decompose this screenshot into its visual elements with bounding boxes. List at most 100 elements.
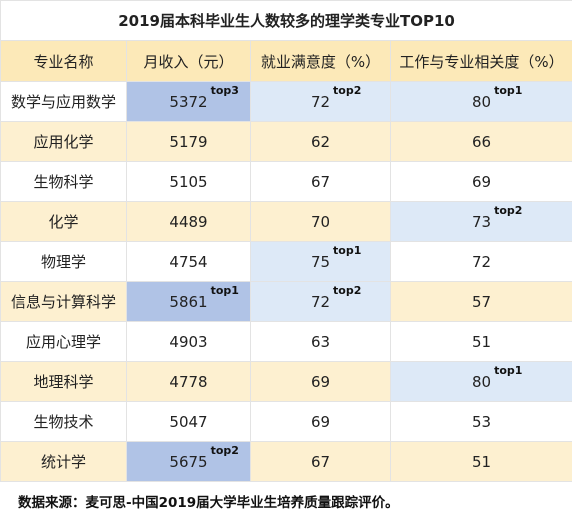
cell-major: 生物科学 — [0, 161, 127, 202]
rank-badge: top2 — [210, 443, 239, 457]
satisfaction-value: 70 — [310, 212, 331, 231]
cell-relevance: 72 — [389, 241, 572, 282]
cell-income: 5372 top3 — [126, 81, 251, 122]
column-header-major: 专业名称 — [0, 40, 127, 82]
cell-income: 5105 — [126, 161, 251, 202]
table-row: 化学 4489 70 73 top2 — [0, 201, 572, 242]
cell-satisfaction: 67 — [250, 441, 391, 482]
satisfaction-value: 72 top2 — [310, 283, 362, 311]
cell-relevance: 80 top1 — [389, 361, 572, 402]
major-value: 数学与应用数学 — [10, 93, 116, 111]
cell-satisfaction: 72 top2 — [250, 81, 391, 122]
cell-relevance: 66 — [389, 121, 572, 162]
cell-relevance: 51 — [389, 321, 572, 362]
cell-satisfaction: 67 — [250, 161, 391, 202]
satisfaction-value: 69 — [310, 372, 331, 391]
relevance-value: 72 — [471, 252, 492, 271]
relevance-value: 80 top1 — [471, 363, 523, 391]
cell-relevance: 69 — [389, 161, 572, 202]
income-value: 5861 top1 — [169, 283, 239, 311]
income-value: 5372 top3 — [169, 83, 239, 111]
income-value: 5047 — [169, 412, 208, 431]
income-value: 5675 top2 — [169, 443, 239, 471]
column-header-satisfaction: 就业满意度（%） — [250, 40, 391, 82]
cell-satisfaction: 62 — [250, 121, 391, 162]
relevance-value: 53 — [471, 412, 492, 431]
table-row: 应用化学 5179 62 66 — [0, 121, 572, 162]
rank-badge: top1 — [494, 363, 523, 377]
rank-badge: top2 — [333, 283, 362, 297]
relevance-value: 51 — [471, 332, 492, 351]
cell-satisfaction: 63 — [250, 321, 391, 362]
cell-satisfaction: 69 — [250, 361, 391, 402]
rank-badge: top1 — [494, 83, 523, 97]
cell-major: 物理学 — [0, 241, 127, 282]
table-title: 2019届本科毕业生人数较多的理学类专业TOP10 — [0, 0, 572, 41]
table-row: 地理科学 4778 69 80 top1 — [0, 361, 572, 402]
table-body: 数学与应用数学 5372 top3 72 top2 80 top1 应用化学 5179 62 66 生… — [0, 81, 572, 482]
income-value: 5105 — [169, 172, 208, 191]
rank-badge: top2 — [333, 83, 362, 97]
cell-major: 生物技术 — [0, 401, 127, 442]
majors-table: 2019届本科毕业生人数较多的理学类专业TOP10 专业名称 月收入（元） 就业… — [0, 0, 572, 482]
table-row: 信息与计算科学 5861 top1 72 top2 57 — [0, 281, 572, 322]
income-value: 4778 — [169, 372, 208, 391]
income-value: 4903 — [169, 332, 208, 351]
table-row: 生物科学 5105 67 69 — [0, 161, 572, 202]
satisfaction-value: 75 top1 — [310, 243, 362, 271]
rank-badge: top3 — [210, 83, 239, 97]
source-note: 数据来源：麦可思-中国2019届大学毕业生培养质量跟踪评价。 — [0, 485, 572, 522]
rank-badge: top2 — [494, 203, 523, 217]
table-row: 统计学 5675 top2 67 51 — [0, 441, 572, 482]
table-row: 数学与应用数学 5372 top3 72 top2 80 top1 — [0, 81, 572, 122]
cell-income: 4489 — [126, 201, 251, 242]
major-value: 应用化学 — [33, 133, 94, 151]
cell-major: 信息与计算科学 — [0, 281, 127, 322]
major-value: 物理学 — [40, 253, 86, 271]
cell-relevance: 57 — [389, 281, 572, 322]
income-value: 4754 — [169, 252, 208, 271]
relevance-value: 57 — [471, 292, 492, 311]
cell-income: 5179 — [126, 121, 251, 162]
cell-satisfaction: 70 — [250, 201, 391, 242]
table-row: 应用心理学 4903 63 51 — [0, 321, 572, 362]
cell-major: 化学 — [0, 201, 127, 242]
major-value: 化学 — [48, 213, 79, 231]
cell-satisfaction: 69 — [250, 401, 391, 442]
cell-relevance: 73 top2 — [389, 201, 572, 242]
column-header-relevance: 工作与专业相关度（%） — [389, 40, 572, 82]
satisfaction-value: 72 top2 — [310, 83, 362, 111]
relevance-value: 80 top1 — [471, 83, 523, 111]
major-value: 生物科学 — [33, 173, 94, 191]
rank-badge: top1 — [210, 283, 239, 297]
satisfaction-value: 62 — [310, 132, 331, 151]
table-row: 生物技术 5047 69 53 — [0, 401, 572, 442]
satisfaction-value: 67 — [310, 172, 331, 191]
cell-income: 4754 — [126, 241, 251, 282]
cell-satisfaction: 75 top1 — [250, 241, 391, 282]
column-header-income: 月收入（元） — [126, 40, 251, 82]
major-value: 应用心理学 — [25, 333, 101, 351]
satisfaction-value: 69 — [310, 412, 331, 431]
cell-major: 统计学 — [0, 441, 127, 482]
header-row: 专业名称 月收入（元） 就业满意度（%） 工作与专业相关度（%） — [0, 40, 572, 82]
major-value: 统计学 — [40, 453, 86, 471]
cell-relevance: 51 — [389, 441, 572, 482]
cell-major: 地理科学 — [0, 361, 127, 402]
cell-income: 5861 top1 — [126, 281, 251, 322]
relevance-value: 66 — [471, 132, 492, 151]
cell-income: 5675 top2 — [126, 441, 251, 482]
relevance-value: 51 — [471, 452, 492, 471]
cell-satisfaction: 72 top2 — [250, 281, 391, 322]
cell-income: 5047 — [126, 401, 251, 442]
major-value: 生物技术 — [33, 413, 94, 431]
cell-income: 4903 — [126, 321, 251, 362]
cell-major: 应用化学 — [0, 121, 127, 162]
relevance-value: 69 — [471, 172, 492, 191]
table-row: 物理学 4754 75 top1 72 — [0, 241, 572, 282]
income-value: 5179 — [169, 132, 208, 151]
cell-relevance: 80 top1 — [389, 81, 572, 122]
satisfaction-value: 67 — [310, 452, 331, 471]
major-value: 信息与计算科学 — [10, 293, 116, 311]
